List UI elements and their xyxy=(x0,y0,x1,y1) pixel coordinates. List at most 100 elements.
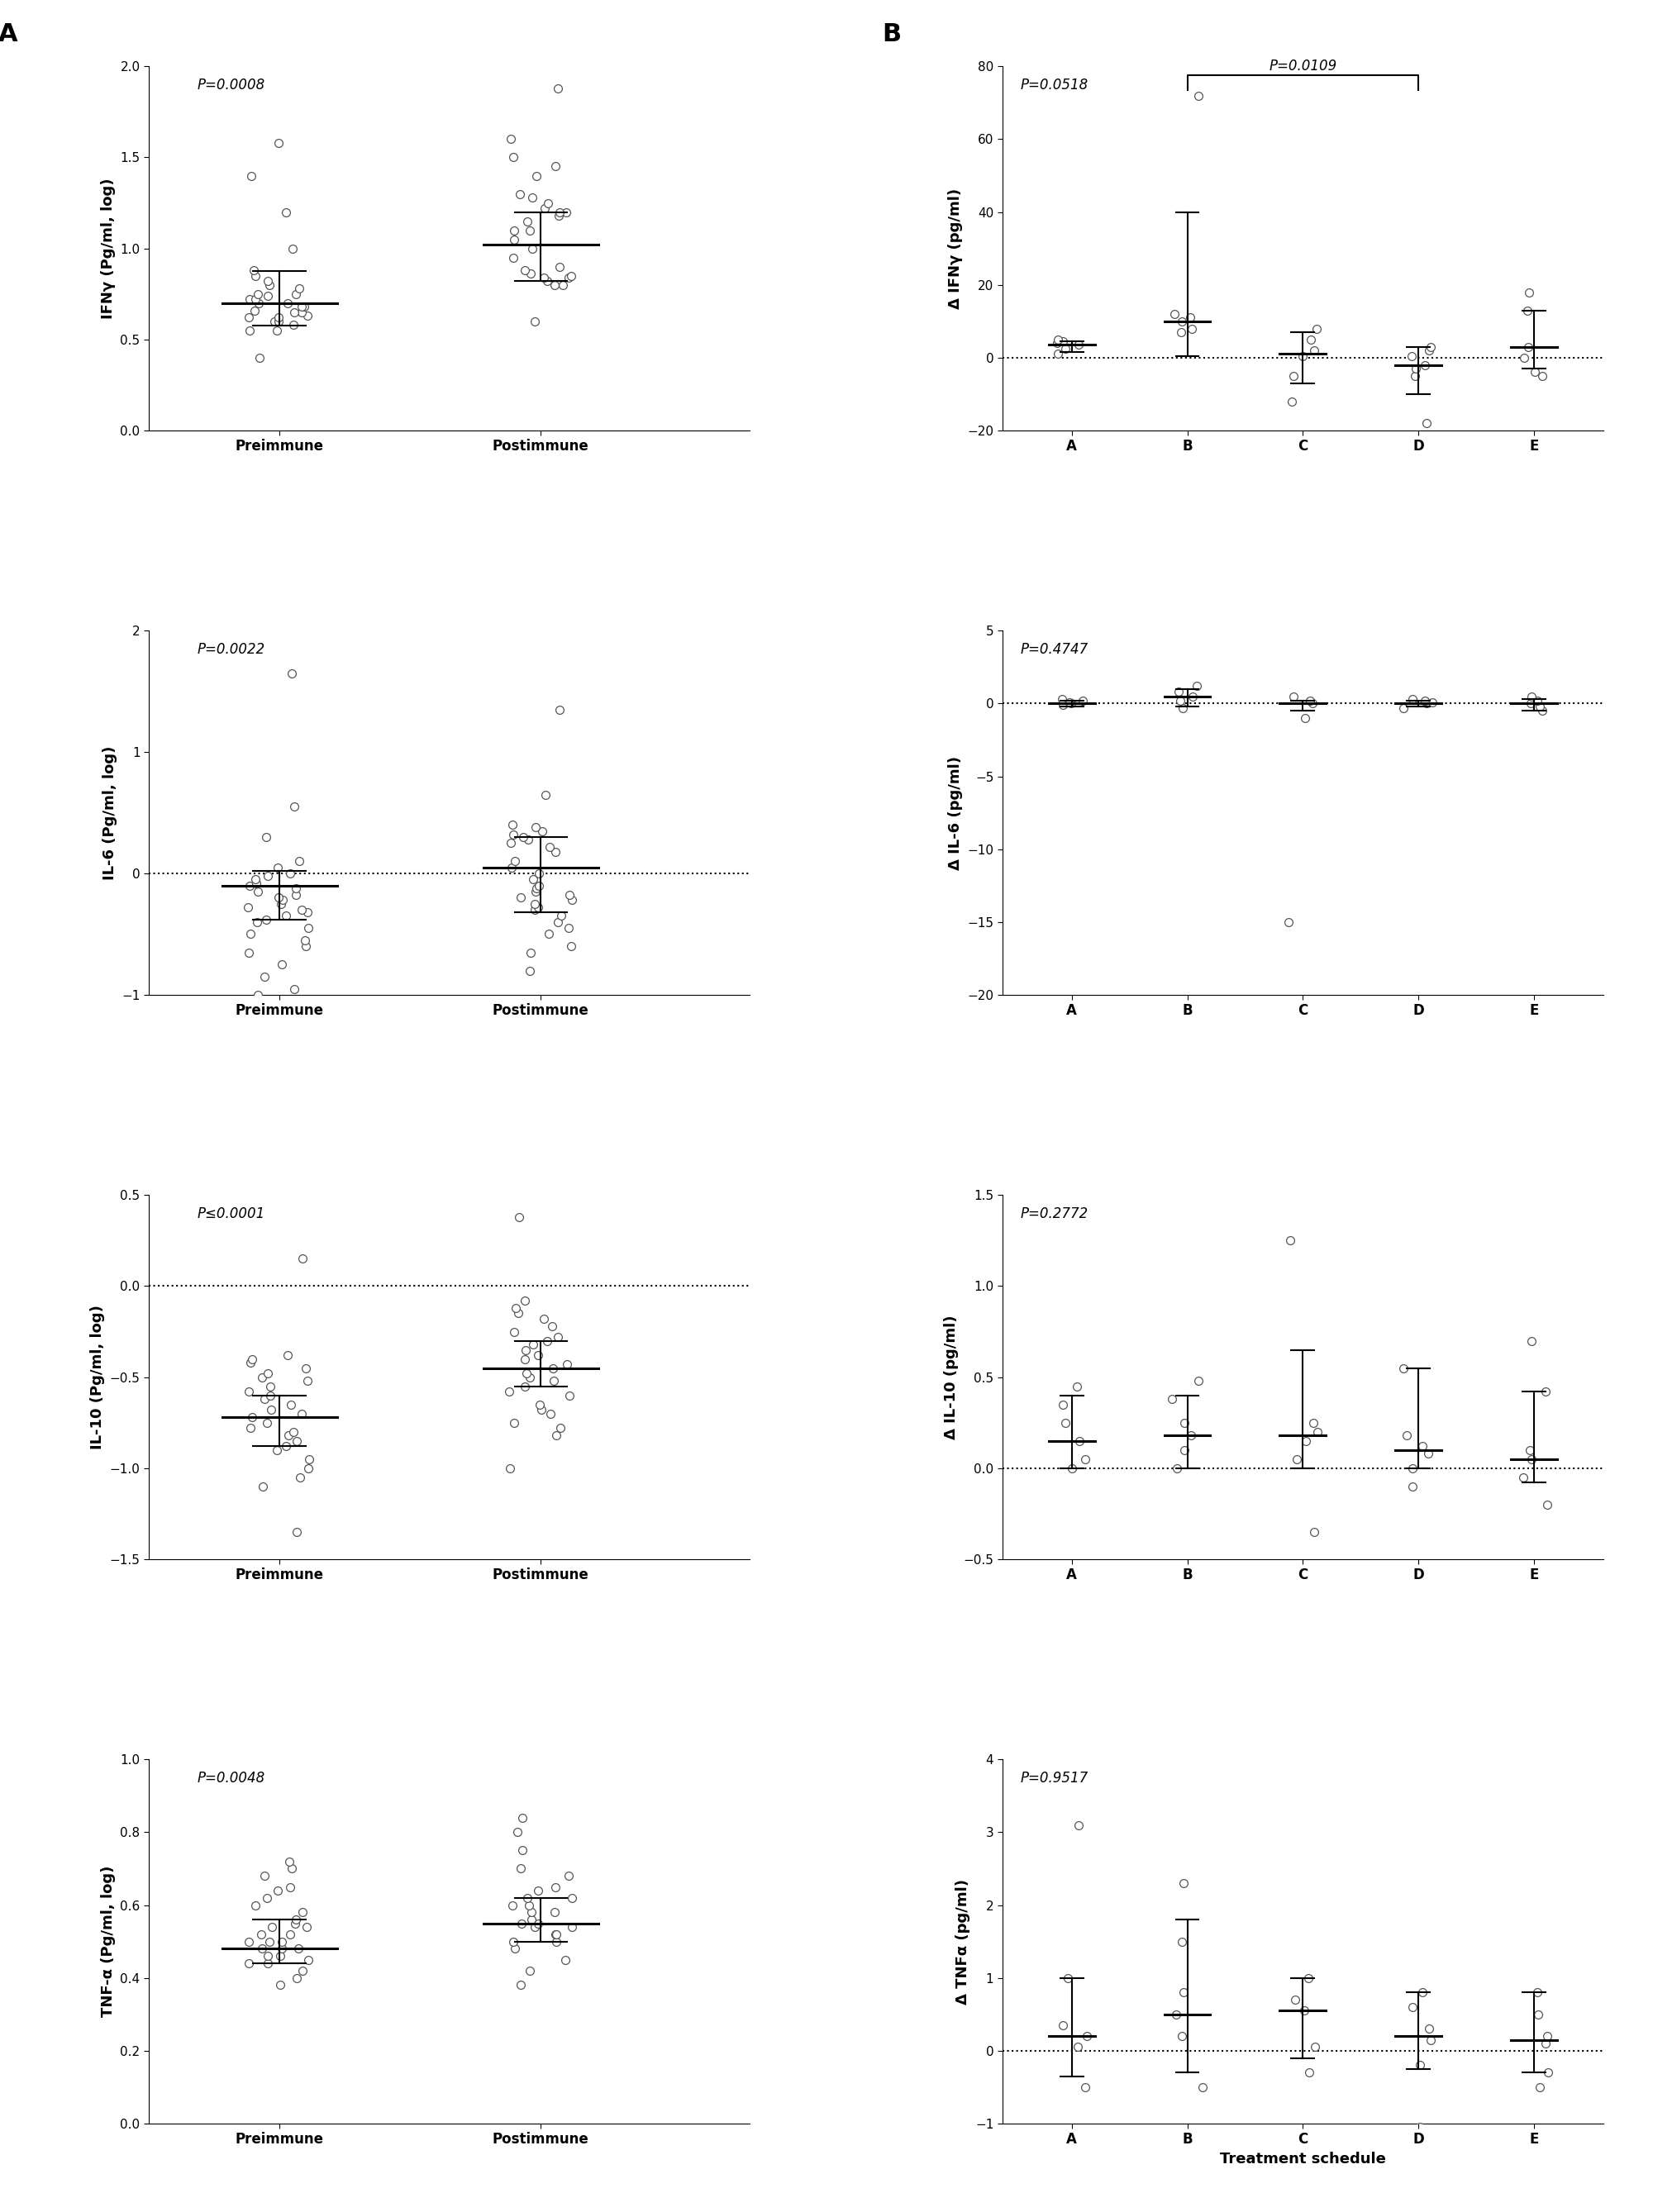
Point xyxy=(1407,2110,1433,2146)
Point xyxy=(1299,686,1326,721)
Point xyxy=(281,790,307,825)
Point xyxy=(552,1942,579,1978)
Point xyxy=(293,1349,319,1385)
Point xyxy=(501,139,527,175)
Point xyxy=(511,818,537,854)
Point xyxy=(1169,303,1195,338)
Point xyxy=(1517,686,1544,721)
Point xyxy=(1165,675,1192,710)
Point xyxy=(526,856,552,891)
Point xyxy=(555,1858,582,1893)
Point xyxy=(554,195,580,230)
Point xyxy=(506,1199,532,1234)
Point xyxy=(268,947,294,982)
Point xyxy=(1301,1515,1327,1551)
Point xyxy=(512,1332,539,1367)
Point xyxy=(248,1916,274,1951)
Point xyxy=(554,1347,580,1382)
Point xyxy=(1169,314,1195,349)
Point xyxy=(1179,312,1205,347)
Point xyxy=(236,301,263,336)
Point xyxy=(1415,1436,1441,1471)
Point xyxy=(544,1924,570,1960)
Point xyxy=(547,898,574,933)
Point xyxy=(276,1843,302,1878)
Point xyxy=(284,1422,311,1458)
Point xyxy=(296,1442,322,1478)
Point xyxy=(236,1411,263,1447)
Point xyxy=(545,197,572,232)
Point xyxy=(289,1241,316,1276)
Point xyxy=(524,1905,550,1940)
Point xyxy=(501,1405,527,1440)
Point xyxy=(534,1323,560,1358)
Point xyxy=(532,776,559,812)
Point xyxy=(541,1896,567,1931)
Point xyxy=(531,259,557,294)
Point xyxy=(522,810,549,845)
Point xyxy=(522,869,549,905)
Point xyxy=(516,1953,542,1989)
Point xyxy=(514,1356,541,1391)
Point xyxy=(1408,1429,1435,1464)
Point xyxy=(1536,2055,1562,2090)
Text: P=0.0008: P=0.0008 xyxy=(197,77,264,93)
Text: P=0.0518: P=0.0518 xyxy=(1020,77,1088,93)
Point xyxy=(1159,1380,1185,1416)
Point xyxy=(1177,1418,1203,1453)
Text: P=0.9517: P=0.9517 xyxy=(1020,1770,1088,1785)
Point xyxy=(1393,1418,1420,1453)
Point xyxy=(509,1801,536,1836)
Point xyxy=(251,1858,278,1893)
Point xyxy=(281,971,307,1006)
Point xyxy=(531,1301,557,1336)
Point xyxy=(288,294,314,330)
Point xyxy=(514,1880,541,1916)
Point xyxy=(531,190,557,226)
Point xyxy=(522,891,549,927)
Point xyxy=(542,1916,569,1951)
Point xyxy=(559,1909,585,1944)
Point xyxy=(289,1953,316,1989)
Point xyxy=(284,1515,311,1551)
Point xyxy=(1177,301,1203,336)
Point xyxy=(1050,323,1076,358)
Point xyxy=(1066,1422,1093,1458)
Point xyxy=(1390,1349,1417,1385)
Point xyxy=(241,1887,268,1922)
Point xyxy=(289,1896,316,1931)
Point xyxy=(1417,2022,1443,2057)
Point xyxy=(1301,332,1327,367)
Point xyxy=(266,301,293,336)
Point xyxy=(1514,330,1541,365)
Text: P=0.4747: P=0.4747 xyxy=(1020,641,1088,657)
Point xyxy=(281,307,307,343)
Point xyxy=(250,1469,276,1504)
Point xyxy=(243,865,269,900)
Point xyxy=(1534,2017,1560,2053)
Point xyxy=(1291,701,1317,737)
Point xyxy=(504,1296,531,1332)
Point xyxy=(291,922,317,958)
Point xyxy=(555,259,582,294)
Point xyxy=(269,883,296,918)
Point xyxy=(278,1916,304,1951)
Point xyxy=(268,1938,294,1973)
Point xyxy=(1283,1982,1309,2017)
Point xyxy=(1279,358,1306,394)
Point xyxy=(1066,1807,1093,1843)
Point xyxy=(256,1924,283,1960)
Point xyxy=(294,894,321,929)
Point xyxy=(519,1896,545,1931)
Point xyxy=(278,1387,304,1422)
Point xyxy=(235,1947,261,1982)
Point xyxy=(283,1960,309,1995)
Point xyxy=(1170,1865,1197,1900)
Point xyxy=(293,929,319,964)
Point xyxy=(283,276,309,312)
Point xyxy=(1529,358,1555,394)
Point xyxy=(501,1931,527,1966)
Point xyxy=(1532,2026,1559,2062)
Point xyxy=(519,1902,545,1938)
Point xyxy=(1189,2070,1215,2106)
